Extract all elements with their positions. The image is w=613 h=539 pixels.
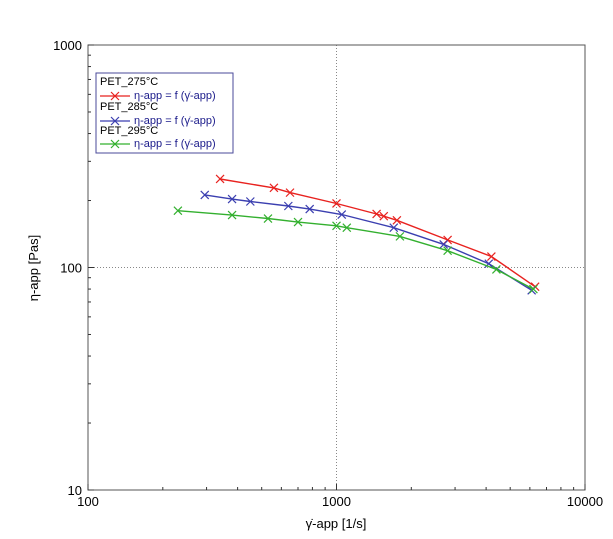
data-point (443, 246, 453, 256)
legend-series-name-285: PET_285°C (100, 101, 158, 113)
data-point (392, 215, 402, 225)
x-tick-label: 10000 (567, 494, 603, 509)
data-point (439, 239, 449, 249)
data-point (293, 217, 303, 227)
data-point (342, 223, 352, 233)
x-axis-label: γ̇-app [1/s] (306, 516, 367, 531)
series-layer (173, 174, 540, 295)
legend-marker-295 (110, 139, 120, 149)
data-point (200, 190, 210, 200)
series-line (204, 194, 533, 291)
y-tick-label: 100 (60, 261, 82, 276)
data-point (337, 210, 347, 219)
data-point (305, 204, 315, 214)
data-point (245, 197, 255, 206)
data-point (285, 188, 295, 198)
legend-label-285: η-app = f (γ̇-app) (134, 115, 216, 127)
legend-box (95, 72, 234, 154)
series-1 (200, 190, 537, 295)
data-point (283, 201, 293, 211)
legend-series-name-275: PET_275°C (100, 76, 158, 88)
y-axis-label: η-app [Pas] (26, 235, 41, 302)
x-tick-label: 1000 (322, 494, 351, 509)
legend-label-295: η-app = f (γ̇-app) (134, 138, 216, 150)
tick-marks (87, 44, 586, 491)
data-point (215, 174, 225, 184)
legend-cross (110, 139, 120, 149)
series-line (219, 178, 536, 288)
y-tick-label: 10 (68, 483, 82, 498)
legend-cross (110, 91, 120, 101)
legend-series-name-295: PET_295°C (100, 125, 158, 137)
data-point (227, 210, 237, 220)
data-point (269, 183, 279, 193)
legend-marker-275 (110, 91, 120, 101)
legend: PET_275°C η-app = f (γ̇-app) PET_285°C η… (95, 72, 234, 154)
data-point (332, 199, 341, 208)
data-point (528, 284, 538, 294)
series-line (177, 210, 534, 290)
y-tick-label: 1000 (53, 38, 82, 53)
legend-label-275: η-app = f (γ̇-app) (134, 90, 216, 102)
series-2 (173, 206, 538, 294)
data-point (379, 211, 389, 221)
data-point (491, 265, 501, 274)
data-point (332, 221, 341, 231)
legend-marker-285 (110, 116, 120, 126)
data-point (389, 223, 399, 233)
data-point (486, 252, 496, 261)
x-tick-label: 100 (77, 494, 99, 509)
data-point (173, 206, 183, 216)
data-point (372, 209, 382, 219)
data-point (263, 214, 273, 223)
legend-cross (110, 116, 120, 126)
data-point (484, 259, 494, 269)
data-point (395, 231, 405, 241)
data-point (227, 194, 237, 204)
grid-lines (88, 45, 585, 490)
